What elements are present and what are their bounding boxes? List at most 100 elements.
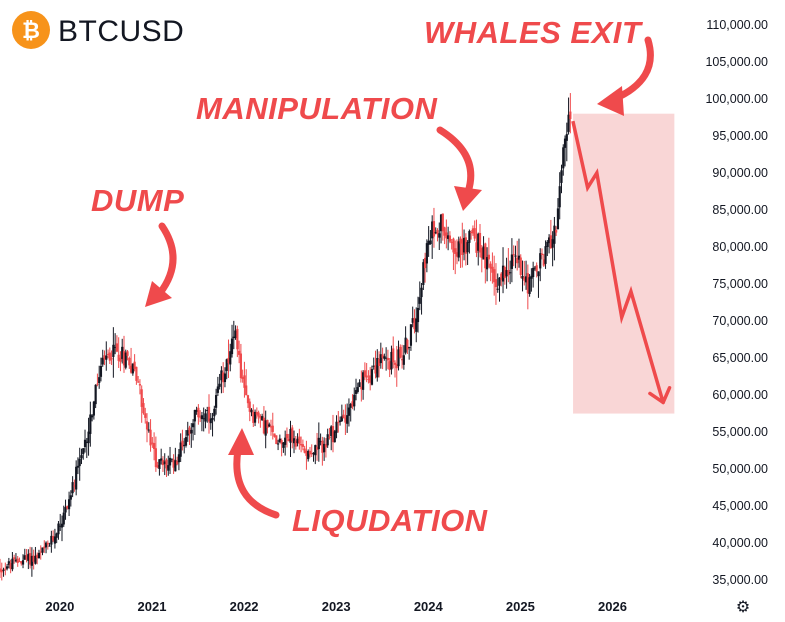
candle-body xyxy=(496,288,499,290)
candle-body xyxy=(441,213,444,232)
candle-body xyxy=(257,412,260,417)
candle-body xyxy=(23,555,26,560)
candle-body xyxy=(278,438,281,443)
y-tick-label: 70,000.00 xyxy=(712,314,768,328)
candle-body xyxy=(439,214,443,232)
y-tick-label: 35,000.00 xyxy=(712,573,768,587)
candle-body xyxy=(485,257,489,270)
candle-body xyxy=(393,362,397,365)
candle-body xyxy=(78,458,81,467)
candle-body xyxy=(374,365,377,374)
candle-body xyxy=(16,558,19,563)
candle-body xyxy=(370,369,374,385)
candle-body xyxy=(252,411,255,423)
dump-arrow xyxy=(156,222,177,297)
candle-body xyxy=(558,186,561,208)
candle-body xyxy=(36,554,39,559)
candle-body xyxy=(563,138,567,148)
candle-body xyxy=(500,273,503,280)
candle-body xyxy=(271,425,274,432)
candle-body xyxy=(400,359,404,361)
candle-body xyxy=(471,228,475,234)
candle-body xyxy=(82,448,85,455)
candle-body xyxy=(542,259,545,266)
candle-body xyxy=(328,436,331,438)
candle-body xyxy=(517,255,521,260)
y-tick-label: 45,000.00 xyxy=(712,499,768,513)
candle-body xyxy=(477,233,480,251)
candle-body xyxy=(351,401,354,407)
candle-body xyxy=(67,499,71,510)
candle-body xyxy=(388,361,391,370)
candle-body xyxy=(253,411,257,423)
candle-body xyxy=(14,559,18,562)
candle-body xyxy=(521,276,524,279)
candle-body xyxy=(285,433,289,439)
candle-body xyxy=(395,364,398,369)
candle-body xyxy=(386,357,390,361)
candle-body xyxy=(470,232,473,234)
candle-body xyxy=(91,415,94,418)
candle-body xyxy=(434,231,437,234)
candle-body xyxy=(188,427,191,434)
candle-body xyxy=(404,337,407,353)
x-axis[interactable]: 2020 2021 2022 2023 2024 2025 2026 xyxy=(45,599,627,614)
candle-body xyxy=(174,460,177,472)
candle-body xyxy=(94,384,97,405)
y-tick-label: 60,000.00 xyxy=(712,388,768,402)
candle-body xyxy=(377,358,381,366)
candle-body xyxy=(438,233,441,238)
annotation-liqudation: LIQUDATION xyxy=(292,503,488,538)
candle-body xyxy=(43,546,46,549)
candle-body xyxy=(229,351,232,365)
candle-body xyxy=(317,437,320,450)
candle-body xyxy=(18,561,21,563)
candle-body xyxy=(172,459,175,468)
gear-icon[interactable]: ⚙ xyxy=(736,597,750,616)
candle-body xyxy=(324,444,328,448)
candle-body xyxy=(482,246,485,260)
candle-body xyxy=(64,507,67,513)
candle-body xyxy=(523,277,526,281)
candle-body xyxy=(323,443,326,453)
candle-body xyxy=(491,266,494,273)
candle-body xyxy=(207,406,211,422)
candle-body xyxy=(484,243,487,269)
candle-body xyxy=(292,438,296,444)
candle-body xyxy=(425,243,428,264)
candle-body xyxy=(480,248,483,259)
candle-body xyxy=(206,410,209,412)
candle-body xyxy=(124,352,127,368)
candle-body xyxy=(475,242,478,253)
candle-body xyxy=(347,407,351,416)
x-tick-label: 2021 xyxy=(138,599,167,614)
candle-body xyxy=(147,429,150,431)
candle-body xyxy=(190,429,193,434)
candle-body xyxy=(98,377,101,383)
candle-body xyxy=(71,482,74,494)
candle-body xyxy=(473,228,476,239)
candle-body xyxy=(372,365,375,367)
candle-body xyxy=(418,297,421,304)
candle-body xyxy=(156,465,159,468)
x-tick-label: 2025 xyxy=(506,599,535,614)
candle-body xyxy=(291,427,294,442)
candle-body xyxy=(211,417,214,420)
candle-body xyxy=(0,569,3,573)
candle-body xyxy=(108,352,111,361)
candle-body xyxy=(330,426,333,437)
candle-body xyxy=(385,357,388,359)
candle-body xyxy=(459,238,462,244)
forecast-path xyxy=(571,120,672,405)
candle-body xyxy=(569,111,572,120)
y-axis[interactable]: 110,000.00 105,000.00 100,000.00 95,000.00 9… xyxy=(705,18,768,587)
candle-body xyxy=(494,279,498,288)
candle-body xyxy=(464,237,467,254)
y-tick-label: 90,000.00 xyxy=(712,166,768,180)
candle-body xyxy=(411,318,414,323)
candle-body xyxy=(89,414,92,434)
candle-body xyxy=(73,485,76,487)
candle-body xyxy=(349,404,352,408)
candle-body xyxy=(383,356,386,359)
